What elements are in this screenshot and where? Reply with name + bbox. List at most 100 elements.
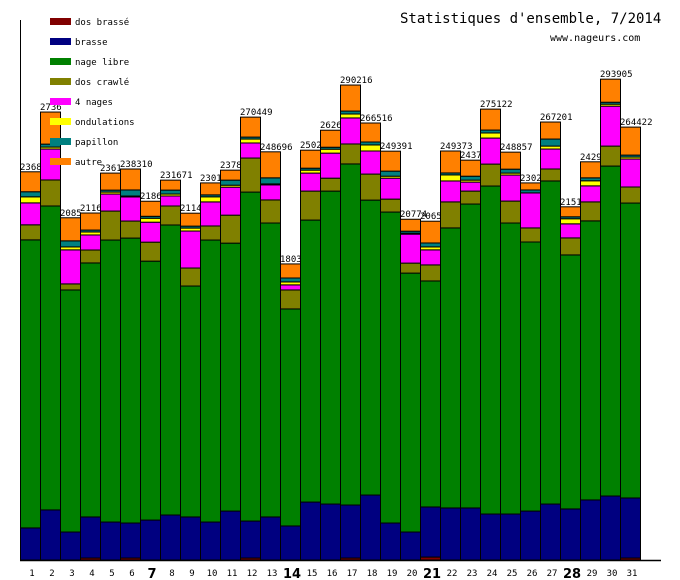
bar-segment-autre [460,159,481,177]
bar-day-1 [20,171,41,561]
bar-segment-nage-libre [180,285,201,518]
bar-segment-autre [180,212,201,227]
x-tick-label: 31 [627,569,638,579]
x-tick-label: 5 [109,569,114,579]
bar-value-label: 2302 [520,174,542,184]
legend-label: brasse [75,38,108,48]
bar-segment-dos-crawlé [400,262,421,274]
bar-segment-4-nages [100,193,121,212]
bar-value-label: 2437 [460,151,482,161]
bar-segment-autre [400,218,421,232]
bar-segment-dos-crawlé [300,190,321,221]
x-tick-label: 24 [487,569,498,579]
bar-segment-brasse [180,516,201,561]
bar-segment-autre [240,116,261,138]
bar-day-10 [200,182,221,561]
x-tick-label: 22 [447,569,458,579]
bar-segment-4-nages [80,234,101,251]
bar-segment-ondulations [360,144,381,152]
bar-segment-autre [340,84,361,112]
bar-segment-4-nages [220,186,241,216]
bar-segment-papillon [500,168,521,174]
bar-segment-dos-crawlé [420,264,441,282]
bar-segment-brasse [240,520,261,559]
x-tick-label: 26 [527,569,538,579]
legend-label: 4 nages [75,98,113,108]
bar-segment-ondulations [140,217,161,223]
legend-swatch [50,18,71,25]
bar-segment-dos-crawlé [560,237,581,256]
bar-segment-dos-crawlé [480,163,501,187]
bar-day-2 [40,111,61,561]
bar-day-28 [560,206,581,561]
bar-segment-ondulations [560,218,581,225]
bar-day-17 [340,84,361,561]
legend-label: papillon [75,138,118,148]
bar-segment-dos-crawlé [60,283,81,291]
x-tick-label: 1 [29,569,34,579]
x-tick-label: 29 [587,569,598,579]
bar-segment-dos-crawlé [120,220,141,239]
bar-segment-autre [160,179,181,191]
bar-segment-nage-libre [20,239,41,529]
legend-swatch [50,138,71,145]
bar-segment-dos-crawlé [320,177,341,192]
bar-segment-nage-libre [120,237,141,524]
bar-segment-nage-libre [220,242,241,512]
bar-segment-4-nages [440,180,461,203]
legend-label: dos brassé [75,17,129,28]
x-tick-label: 4 [89,569,94,579]
bar-segment-autre [360,122,381,143]
bar-segment-brasse [100,521,121,561]
bar-segment-autre [260,151,281,179]
bar-segment-4-nages [380,177,401,200]
bar-segment-autre [300,149,321,169]
bar-segment-dos-crawlé [140,241,161,262]
bar-day-5 [100,172,121,561]
bar-segment-ondulations [320,148,341,154]
bar-segment-4-nages [280,284,301,291]
x-tick-label: 8 [169,569,174,579]
bar-segment-autre [280,263,301,279]
bar-segment-nage-libre [380,211,401,524]
bar-segment-4-nages [20,202,41,226]
bar-value-label: 2065 [420,212,442,222]
legend-swatch [50,58,71,65]
bar-segment-dos-crawlé [20,224,41,241]
x-tick-label: 17 [347,569,358,579]
bar-segment-autre [320,129,341,148]
legend-swatch [50,158,71,165]
x-tick-label: 13 [267,569,278,579]
bar-segment-brasse [360,494,381,561]
bar-segment-dos-crawlé [440,201,461,229]
x-tick-label: 10 [207,569,218,579]
bar-segment-dos-crawlé [80,249,101,264]
bar-day-19 [380,150,401,561]
x-tick-labels: 1 2 3 4 5 6 7 8 9 10 11 12 13 14 15 16 17 18 19 20 21 22 23 24 2… [29,567,637,580]
bar-segment-brasse [300,501,321,561]
bar-segment-brasse [200,521,221,561]
bar-segment-brasse [460,507,481,561]
bar-value-label: 1803 [280,255,302,265]
bar-segment-dos-crawlé [540,168,561,182]
legend-swatch [50,98,71,105]
bar-value-label: 238310 [120,160,153,170]
legend-swatch [50,118,71,125]
bar-day-9 [180,212,201,561]
x-tick-label: 12 [247,569,258,579]
bar-segment-4-nages [600,105,621,147]
x-tick-label: 7 [147,567,156,580]
bar-segment-autre [200,182,221,196]
bar-segment-nage-libre [320,190,341,505]
bar-segment-nage-libre [540,180,561,505]
bar-segment-papillon [420,242,441,248]
bar-segment-dos-crawlé [340,143,361,165]
x-tick-label: 11 [227,569,238,579]
bar-value-label: 270449 [240,108,273,118]
chart-subtitle: www.nageurs.com [550,33,640,44]
bar-segment-autre [580,161,601,179]
bar-segment-dos-crawlé [200,225,221,241]
x-tick-label: 18 [367,569,378,579]
bar-segment-brasse [380,522,401,561]
